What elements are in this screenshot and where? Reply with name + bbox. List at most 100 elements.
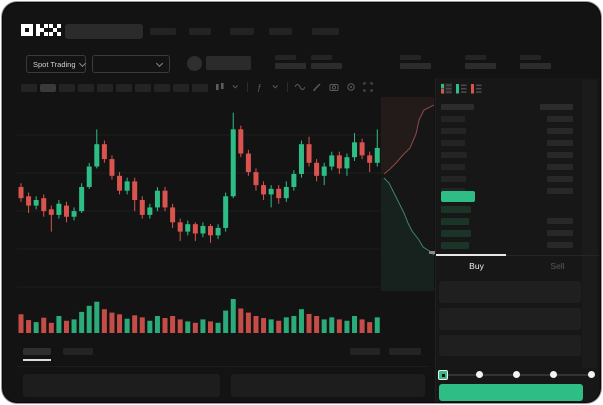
book-asks-icon[interactable] (471, 83, 482, 94)
orderbook-panel: Buy Sell (435, 78, 599, 402)
buy-submit-button[interactable] (439, 384, 583, 401)
stat-value-placeholder (311, 63, 342, 69)
okx-logo[interactable] (21, 23, 63, 38)
panel-scroll-strip[interactable] (582, 80, 597, 368)
market-type-selector[interactable]: Spot Trading (26, 55, 86, 73)
ask-row-amount[interactable] (547, 176, 573, 182)
slider-handle-center (441, 373, 445, 377)
camera-icon[interactable] (329, 82, 339, 92)
bottom-action-placeholder[interactable] (389, 348, 421, 355)
bid-row-price[interactable] (441, 242, 469, 249)
bottom-tab-active[interactable] (23, 348, 51, 355)
bid-row-price[interactable] (441, 230, 471, 237)
timeframe-chip[interactable] (192, 84, 208, 92)
ask-row-price[interactable] (441, 176, 466, 182)
nav-item[interactable] (150, 28, 176, 35)
ask-row-price[interactable] (441, 116, 465, 122)
depth-chart (381, 97, 434, 291)
candlestick-chart[interactable] (17, 97, 381, 341)
chart-tools: ƒ (215, 80, 373, 94)
fx-icon[interactable]: ƒ (255, 82, 265, 93)
timeframe-chip[interactable] (154, 84, 170, 92)
trade-input-field[interactable] (439, 281, 581, 303)
orderbook-view-toggles (441, 83, 482, 94)
wave-icon[interactable] (295, 82, 305, 92)
stat-label-placeholder (400, 55, 421, 60)
pair-selector[interactable] (92, 55, 170, 73)
stat-value-placeholder (520, 63, 551, 69)
ask-row-price[interactable] (441, 140, 465, 146)
pencil-icon[interactable] (312, 82, 322, 92)
slider-step-dot[interactable] (550, 371, 558, 378)
toolbar-divider (247, 82, 248, 92)
bid-row-amount[interactable] (547, 230, 573, 236)
slider-step-dot[interactable] (513, 371, 520, 378)
svg-text:ƒ: ƒ (257, 83, 262, 93)
slider-step-dot[interactable] (475, 371, 483, 378)
timeframe-chip[interactable] (97, 84, 113, 92)
search-input[interactable] (65, 24, 143, 39)
pair-name-placeholder (206, 56, 251, 70)
last-price-marker (429, 251, 439, 254)
tab-buy[interactable]: Buy (469, 261, 484, 271)
tab-sell[interactable]: Sell (550, 261, 565, 271)
stat-value-placeholder (400, 63, 431, 69)
nav-item[interactable] (189, 28, 211, 35)
bid-row-price[interactable] (441, 218, 469, 225)
stat-label-placeholder (275, 55, 296, 60)
candles-icon[interactable] (215, 82, 225, 92)
trade-input-field[interactable] (439, 308, 581, 330)
coin-avatar (187, 56, 202, 71)
timeframe-chip[interactable] (40, 84, 56, 92)
orderbook-header-left (441, 104, 474, 110)
nav-item[interactable] (312, 28, 339, 35)
bid-row-amount[interactable] (547, 242, 573, 248)
chevron-down-icon (272, 85, 278, 89)
trade-tabs-separator (436, 255, 599, 256)
buy-tab-underline (436, 254, 506, 256)
bottom-panel-left (23, 374, 220, 397)
last-price-bar[interactable] (441, 191, 475, 202)
chevron-down-icon (155, 59, 164, 68)
bid-row-amount[interactable] (547, 218, 573, 224)
ask-row-amount[interactable] (547, 164, 573, 170)
bottom-divider (17, 366, 430, 367)
chevron-down-icon (78, 59, 86, 67)
nav-item[interactable] (230, 28, 254, 35)
stat-label-placeholder (311, 55, 332, 60)
chevron-down-icon (232, 85, 238, 89)
trade-input-field[interactable] (439, 335, 581, 356)
book-bids-icon[interactable] (456, 83, 467, 94)
timeframe-chip[interactable] (21, 84, 37, 92)
stat-label-placeholder (465, 55, 486, 60)
ask-row-amount[interactable] (547, 188, 573, 194)
ask-row-price[interactable] (441, 128, 466, 134)
bottom-panel-right (231, 374, 425, 397)
ask-row-amount[interactable] (547, 128, 573, 134)
ask-row-price[interactable] (441, 164, 465, 170)
expand-icon[interactable] (363, 82, 373, 92)
stat-label-placeholder (520, 55, 541, 60)
book-combined-icon[interactable] (441, 83, 452, 94)
bottom-tab[interactable] (63, 348, 93, 355)
ask-row-amount[interactable] (547, 140, 573, 146)
timeframe-chip[interactable] (78, 84, 94, 92)
slider-step-dot[interactable] (587, 371, 595, 378)
timeframe-chip[interactable] (135, 84, 151, 92)
ask-row-amount[interactable] (547, 116, 573, 122)
timeframe-chip[interactable] (173, 84, 189, 92)
nav-item[interactable] (269, 28, 292, 35)
orderbook-header-right (540, 104, 573, 110)
bottom-tab-active-underline (23, 359, 51, 361)
toolbar-divider (287, 82, 288, 92)
timeframe-chip[interactable] (116, 84, 132, 92)
bid-row-price[interactable] (441, 206, 471, 213)
ask-row-price[interactable] (441, 152, 467, 158)
bottom-action-placeholder[interactable] (350, 348, 380, 355)
market-type-label: Spot Trading (33, 59, 76, 69)
slider-handle[interactable] (438, 370, 448, 380)
timeframe-chip[interactable] (59, 84, 75, 92)
gear-icon[interactable] (346, 82, 356, 92)
ask-row-amount[interactable] (547, 152, 573, 158)
